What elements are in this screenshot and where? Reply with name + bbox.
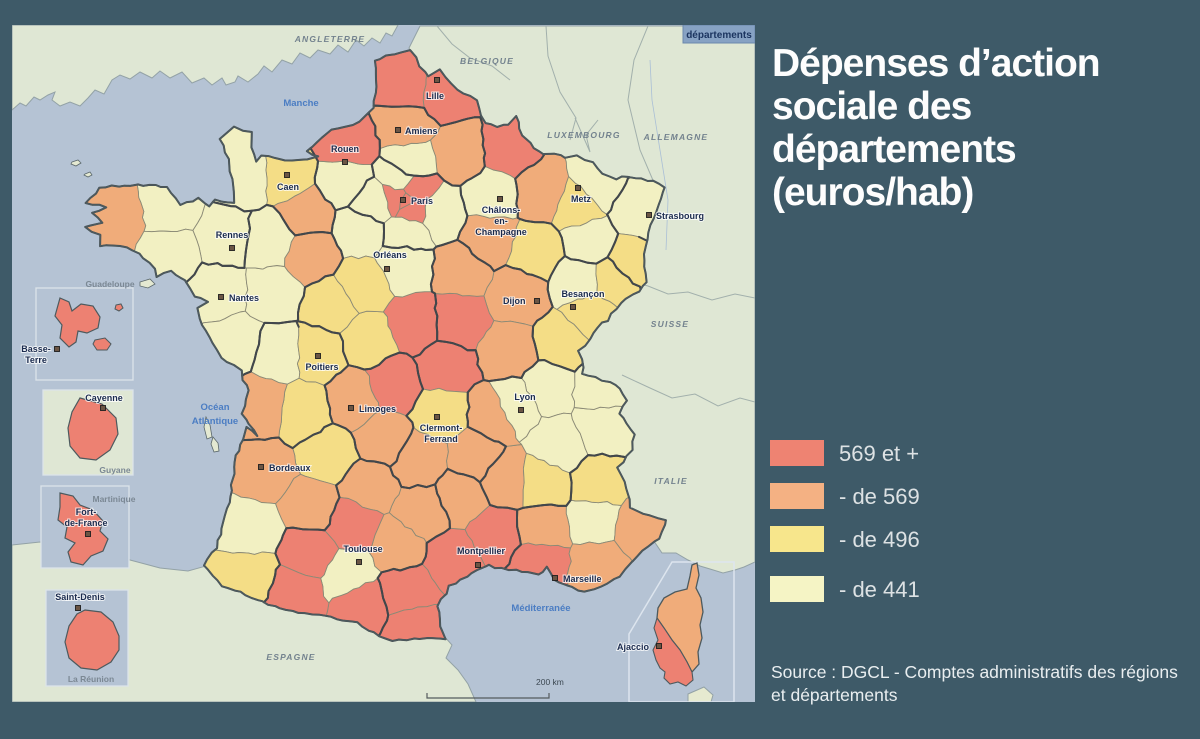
svg-text:Dijon: Dijon [503, 296, 526, 306]
svg-text:en-: en- [494, 216, 508, 226]
svg-text:Rennes: Rennes [216, 230, 249, 240]
svg-text:Lyon: Lyon [514, 392, 535, 402]
svg-text:LUXEMBOURG: LUXEMBOURG [547, 130, 620, 140]
svg-text:ESPAGNE: ESPAGNE [266, 652, 315, 662]
svg-text:Rouen: Rouen [331, 144, 359, 154]
svg-text:ITALIE: ITALIE [654, 476, 688, 486]
svg-text:Paris: Paris [411, 196, 433, 206]
svg-text:Ferrand: Ferrand [424, 434, 458, 444]
svg-text:Océan: Océan [200, 402, 229, 413]
svg-text:Nantes: Nantes [229, 293, 259, 303]
svg-text:Méditerranée: Méditerranée [511, 603, 570, 614]
svg-text:Fort-: Fort- [76, 507, 97, 517]
svg-text:Saint-Denis: Saint-Denis [55, 592, 105, 602]
svg-text:départements: départements [686, 30, 752, 41]
svg-text:Guadeloupe: Guadeloupe [85, 279, 134, 289]
svg-text:Besançon: Besançon [561, 289, 604, 299]
svg-text:Strasbourg: Strasbourg [656, 211, 704, 221]
svg-text:Poitiers: Poitiers [305, 362, 338, 372]
svg-text:ANGLETERRE: ANGLETERRE [294, 34, 366, 44]
svg-text:Toulouse: Toulouse [343, 544, 382, 554]
svg-text:BELGIQUE: BELGIQUE [460, 56, 514, 66]
svg-text:Châlons-: Châlons- [482, 205, 521, 215]
svg-text:Terre: Terre [25, 355, 47, 365]
svg-text:Guyane: Guyane [99, 465, 130, 475]
svg-text:Amiens: Amiens [405, 126, 438, 136]
svg-text:Ajaccio: Ajaccio [617, 642, 650, 652]
svg-text:Cayenne: Cayenne [85, 393, 123, 403]
svg-text:Metz: Metz [571, 194, 591, 204]
svg-text:Martinique: Martinique [93, 494, 136, 504]
svg-text:SUISSE: SUISSE [651, 319, 689, 329]
svg-text:de-France: de-France [64, 518, 107, 528]
svg-text:Bordeaux: Bordeaux [269, 463, 311, 473]
svg-text:Marseille: Marseille [563, 574, 602, 584]
svg-text:200 km: 200 km [536, 677, 564, 687]
svg-text:La Réunion: La Réunion [68, 674, 114, 684]
svg-text:ALLEMAGNE: ALLEMAGNE [643, 132, 709, 142]
svg-text:Lille: Lille [426, 91, 444, 101]
svg-text:Limoges: Limoges [359, 404, 396, 414]
svg-text:Basse-: Basse- [21, 344, 51, 354]
svg-text:Atlantique: Atlantique [192, 416, 238, 427]
svg-text:Caen: Caen [277, 182, 299, 192]
svg-text:Clermont-: Clermont- [420, 423, 463, 433]
svg-text:Manche: Manche [283, 98, 318, 109]
svg-text:Montpellier: Montpellier [457, 546, 505, 556]
svg-text:Champagne: Champagne [475, 227, 527, 237]
svg-text:Orléans: Orléans [373, 250, 407, 260]
